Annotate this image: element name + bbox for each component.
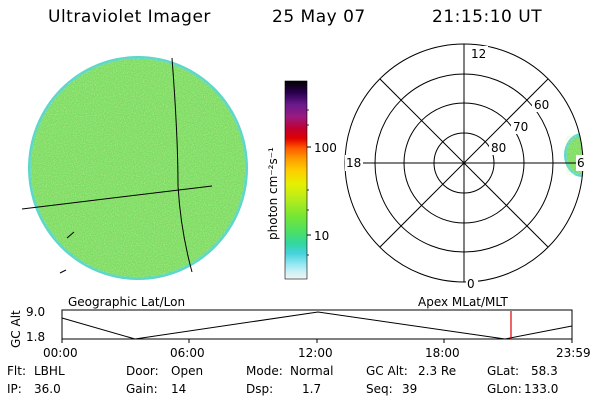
dsp-value: 1.7 [302,382,322,396]
mlt-label-0: 0 [467,277,475,291]
gcalt-value: 2.3 Re [418,364,457,378]
altitude-axis-title: GC Alt [9,310,23,348]
glat-label: GLat: [487,364,520,378]
uv-image-disk [21,56,248,280]
mlt-label-18: 18 [346,156,362,170]
glat-value: 58.3 [531,364,558,378]
gain-value: 14 [171,382,187,396]
mlat-label-70: 70 [513,120,529,134]
colorbar-unit-label: photon cm⁻²s⁻¹ [266,147,280,240]
glon-label: GLon: [487,382,522,396]
date-label: 25 May 07 [272,7,366,27]
mlat-label-60: 60 [534,98,550,112]
altitude-tick-max: 9.0 [26,305,46,319]
gain-label: Gain: [126,382,158,396]
colorbar-tick-100: 100 [314,141,337,155]
longitude-line [171,57,193,273]
latitude-line [21,185,213,210]
dsp-label: Dsp: [246,382,274,396]
ip-label: IP: [7,382,22,396]
time-tick-0000: 00:00 [43,346,78,360]
geographic-label: Geographic Lat/Lon [68,295,186,309]
time-tick-0600: 06:00 [170,346,205,360]
colorbar-tick-10: 10 [314,229,330,243]
instrument-title: Ultraviolet Imager [48,7,211,27]
ip-value: 36.0 [34,382,61,396]
colorbar [284,80,311,280]
time-tick-1800: 18:00 [425,346,460,360]
glon-value: 133.0 [524,382,559,396]
door-label: Door: [126,364,159,378]
apex-label: Apex MLat/MLT [418,295,508,309]
flt-value: LBHL [34,364,65,378]
door-value: Open [171,364,204,378]
seq-value: 39 [402,382,418,396]
seq-label: Seq: [366,382,393,396]
altitude-curve [61,311,573,340]
time-label: 21:15:10 UT [432,7,543,27]
altitude-tick-min: 1.8 [26,330,46,344]
mlt-label-12: 12 [471,47,487,61]
time-tick-2359: 23:59 [556,346,591,360]
mlat-label-80: 80 [491,141,507,155]
mode-label: Mode: [246,364,283,378]
polar-plot [344,43,590,290]
mode-value: Normal [290,364,334,378]
gcalt-label: GC Alt: [366,364,408,378]
time-tick-1200: 12:00 [298,346,333,360]
flt-label: Flt: [7,364,26,378]
altitude-plot [61,309,573,343]
mlt-label-6: 6 [577,156,585,170]
